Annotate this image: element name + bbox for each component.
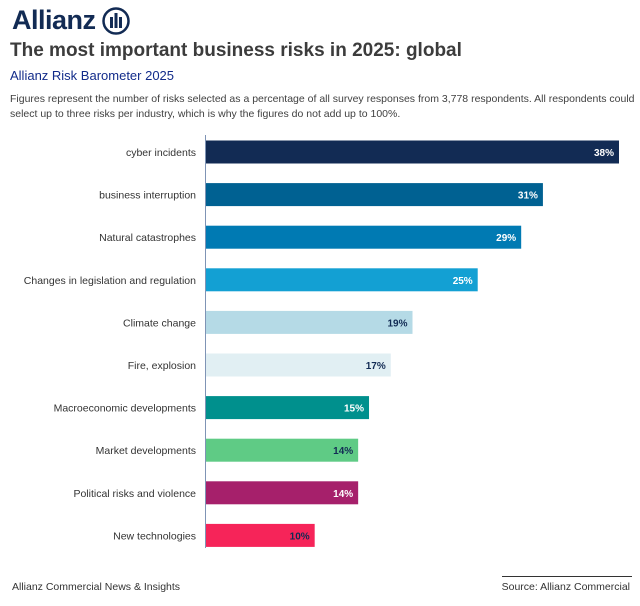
value-label: 10%	[290, 531, 310, 542]
value-label: 14%	[333, 489, 353, 500]
category-label: Climate change	[123, 317, 196, 329]
value-label: 19%	[387, 318, 407, 329]
bar	[206, 353, 391, 377]
bar-chart: cyber incidents 38% business interruption 3…	[24, 135, 619, 548]
bar	[206, 268, 478, 292]
bar	[206, 140, 619, 164]
bar	[206, 225, 522, 249]
brand-logo: Allianz	[12, 5, 130, 36]
value-label: 17%	[366, 361, 386, 372]
category-label: Fire, explosion	[128, 360, 196, 372]
bar	[206, 523, 315, 547]
brand-name: Allianz	[12, 5, 96, 35]
category-label: Political risks and violence	[73, 488, 196, 500]
bar	[206, 481, 359, 505]
footer-source: Source: Allianz Commercial	[501, 581, 630, 593]
bar	[206, 183, 543, 207]
value-label: 31%	[518, 191, 538, 202]
bar	[206, 310, 413, 334]
category-label: Market developments	[96, 445, 196, 457]
footer-divider	[502, 576, 632, 577]
footer-credit: Allianz Commercial News & Insights	[12, 581, 181, 593]
value-label: 14%	[333, 446, 353, 457]
chart-subtitle: Allianz Risk Barometer 2025	[10, 68, 175, 83]
category-label: Macroeconomic developments	[54, 403, 196, 415]
chart-title: The most important business risks in 202…	[10, 40, 462, 61]
value-label: 15%	[344, 404, 364, 415]
value-label: 25%	[453, 276, 473, 287]
category-label: Changes in legislation and regulation	[24, 275, 196, 287]
value-label: 29%	[496, 233, 516, 244]
category-label: New technologies	[113, 530, 196, 542]
bar	[206, 396, 370, 420]
allianz-eagle-icon	[101, 6, 130, 35]
category-label: Natural catastrophes	[99, 232, 196, 244]
bar	[206, 438, 359, 462]
chart-note: Figures represent the number of risks se…	[10, 93, 635, 120]
category-label: cyber incidents	[126, 147, 196, 159]
category-label: business interruption	[99, 190, 196, 202]
value-label: 38%	[594, 148, 614, 159]
